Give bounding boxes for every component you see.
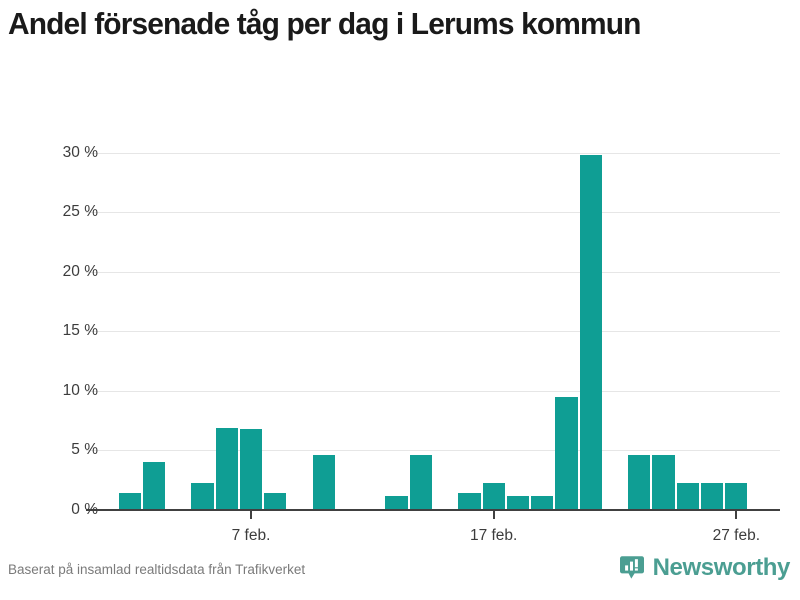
- bar[interactable]: [239, 429, 263, 510]
- bar[interactable]: [555, 396, 578, 510]
- y-axis-tick-label: 0 %: [71, 501, 98, 518]
- x-axis-tick: [735, 511, 738, 519]
- bar[interactable]: [700, 482, 724, 510]
- page-title: Andel försenade tåg per dag i Lerums kom…: [8, 6, 641, 41]
- gridline: [86, 271, 780, 273]
- bar[interactable]: [385, 495, 408, 510]
- x-axis-tick-label: 27 feb.: [712, 527, 761, 544]
- gridline: [86, 450, 780, 452]
- bar[interactable]: [579, 155, 602, 510]
- gridline: [86, 390, 780, 392]
- gridline: [86, 212, 780, 214]
- x-axis-tick-label: 7 feb.: [231, 527, 271, 544]
- x-axis-line: [86, 509, 780, 511]
- bar[interactable]: [676, 482, 699, 510]
- bar[interactable]: [264, 493, 287, 510]
- y-axis-tick-label: 5 %: [71, 441, 98, 459]
- bar[interactable]: [215, 427, 238, 510]
- bar[interactable]: [191, 482, 214, 510]
- bar[interactable]: [312, 455, 335, 510]
- x-axis-tick: [492, 511, 495, 519]
- chart-footer: Baserat på insamlad realtidsdata från Tr…: [0, 548, 800, 600]
- bar[interactable]: [458, 493, 481, 510]
- bar[interactable]: [628, 455, 651, 510]
- bar[interactable]: [142, 462, 166, 510]
- newsworthy-logo[interactable]: Newsworthy: [619, 554, 790, 582]
- bar[interactable]: [482, 482, 505, 510]
- plot-canvas: 7 feb. 17 feb. 27 feb.: [86, 135, 780, 544]
- gridline: [86, 331, 780, 333]
- bar-chart-bubble-icon: [619, 555, 645, 581]
- bars-group: [86, 135, 780, 510]
- y-axis-tick-label: 15 %: [62, 322, 98, 340]
- y-axis-tick-label: 20 %: [62, 262, 98, 280]
- chart-plot-area: 7 feb. 17 feb. 27 feb. 0 % 5 % 10 % 15 % 20 % 2…: [0, 100, 800, 544]
- bar[interactable]: [531, 495, 554, 510]
- brand-name: Newsworthy: [652, 554, 791, 581]
- x-axis-tick: [250, 511, 252, 519]
- bar[interactable]: [118, 493, 141, 510]
- x-axis-tick-label: 17 feb.: [469, 527, 518, 544]
- y-axis-tick-label: 30 %: [62, 143, 98, 161]
- bar[interactable]: [409, 455, 433, 510]
- bar[interactable]: [652, 455, 675, 510]
- y-axis-tick-label: 25 %: [62, 203, 98, 221]
- gridline: [86, 152, 780, 154]
- bar[interactable]: [725, 482, 748, 510]
- source-note: Baserat på insamlad realtidsdata från Tr…: [8, 562, 306, 577]
- bar[interactable]: [506, 495, 530, 510]
- y-axis-tick-label: 10 %: [62, 381, 98, 399]
